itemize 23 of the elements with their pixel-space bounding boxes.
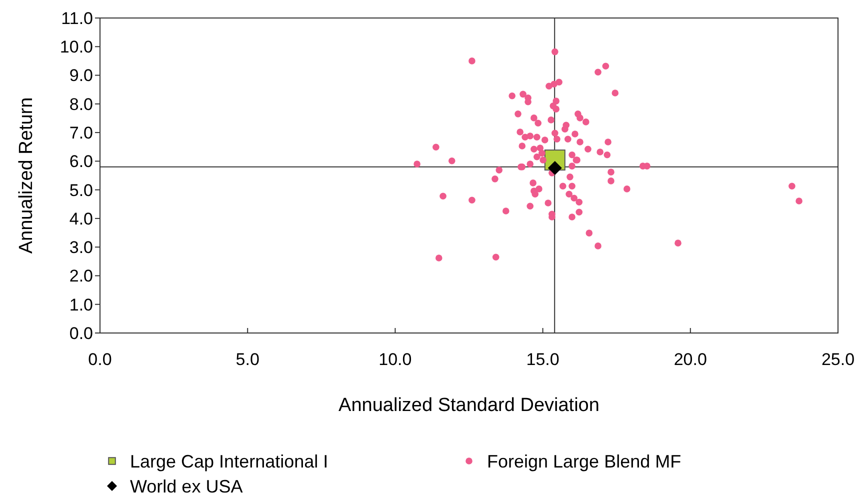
x-tick-label: 20.0 — [674, 350, 707, 369]
x-axis-title: Annualized Standard Deviation — [338, 395, 600, 416]
y-tick-label: 1.0 — [69, 295, 93, 314]
y-tick-label: 3.0 — [69, 238, 93, 258]
y-tick-label: 7.0 — [69, 123, 93, 142]
y-tick-label: 6.0 — [69, 152, 93, 172]
y-tick-label: 2.0 — [69, 266, 93, 286]
legend-label: Foreign Large Blend MF — [487, 451, 682, 472]
y-axis-title: Annualized Return — [16, 97, 37, 254]
y-tick-label: 0.0 — [69, 324, 93, 343]
legend-label: World ex USA — [130, 476, 243, 496]
y-tick-label: 4.0 — [69, 209, 93, 228]
x-tick-label: 10.0 — [378, 350, 412, 369]
y-tick-label: 10.0 — [60, 38, 93, 57]
y-tick-label: 8.0 — [69, 94, 93, 114]
y-tick-label: 11.0 — [61, 8, 93, 28]
x-tick-label: 25.0 — [821, 350, 855, 369]
y-tick-label: 5.0 — [69, 180, 93, 200]
y-tick-label: 9.0 — [69, 66, 93, 86]
legend-label: Large Cap International I — [130, 451, 328, 472]
x-tick-label: 0.0 — [88, 350, 112, 369]
x-tick-label: 5.0 — [236, 350, 260, 369]
x-tick-label: 15.0 — [526, 350, 560, 369]
